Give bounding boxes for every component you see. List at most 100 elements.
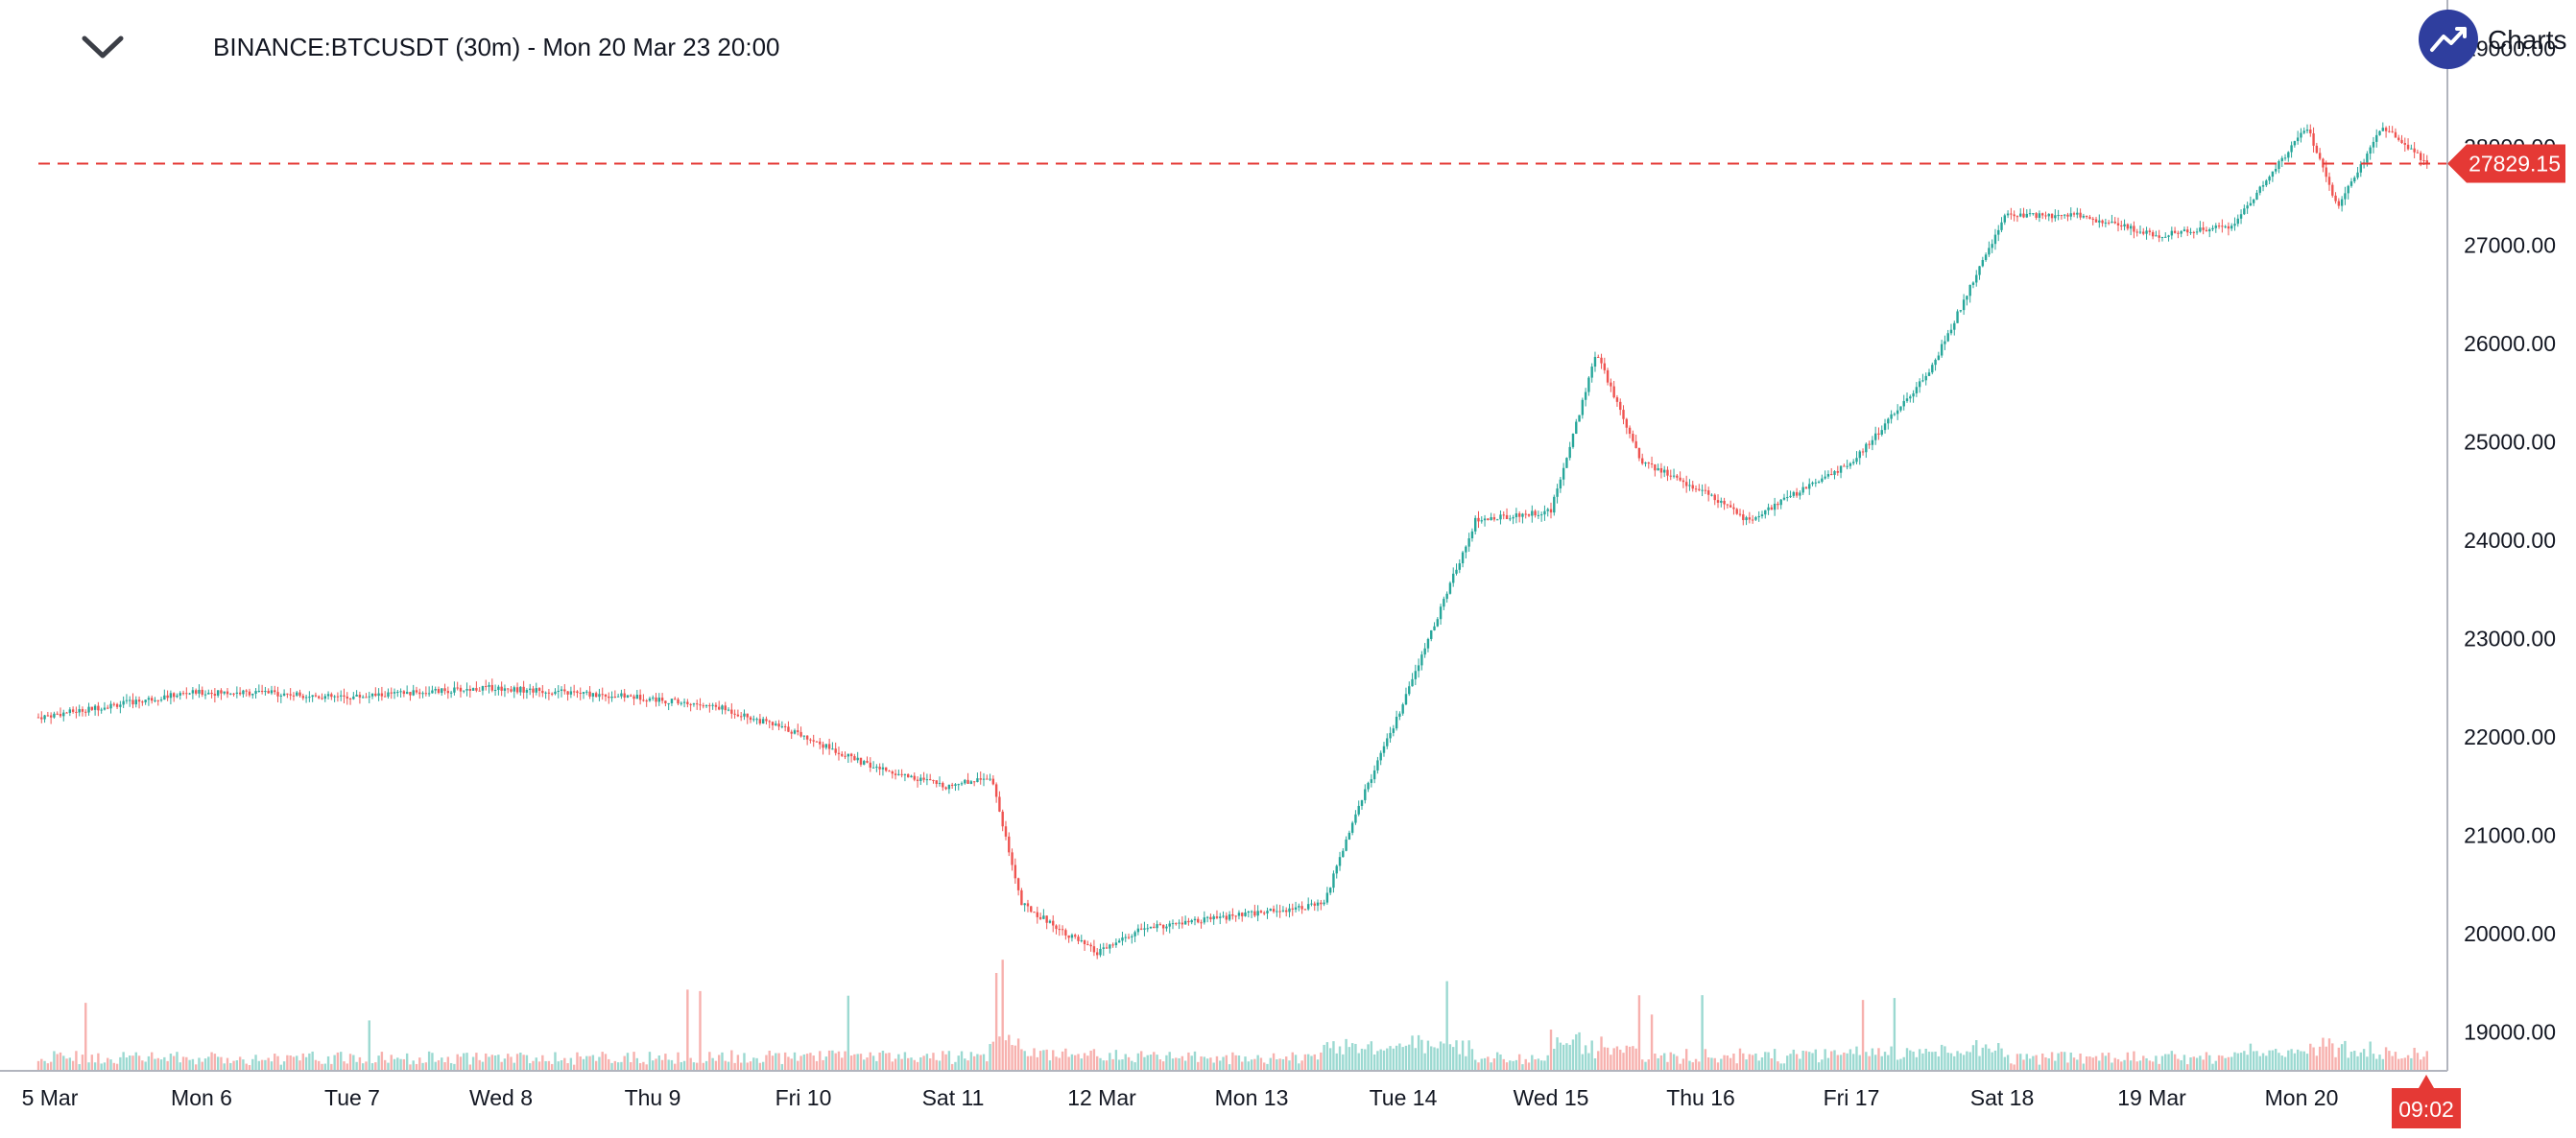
- volume-bar: [897, 1054, 900, 1071]
- volume-bar: [2344, 1040, 2347, 1071]
- volume-bar: [1291, 1052, 1294, 1071]
- candle-body: [616, 696, 620, 698]
- volume-bar: [724, 1060, 727, 1071]
- volume-bar: [2283, 1056, 2287, 1071]
- candle-body: [2243, 208, 2246, 215]
- candle-body: [2107, 222, 2111, 224]
- volume-bar: [515, 1054, 519, 1071]
- candle-body: [1092, 946, 1096, 953]
- volume-bar: [2309, 1043, 2312, 1071]
- candle-body: [2120, 225, 2123, 226]
- candle-body: [1404, 694, 1408, 705]
- candle-body: [1306, 904, 1310, 910]
- volume-bar: [109, 1059, 112, 1071]
- candle-body: [1716, 500, 1720, 503]
- volume-bar: [588, 1055, 591, 1071]
- candle-body: [1395, 716, 1398, 729]
- candle-body: [1993, 234, 1997, 245]
- candle-body: [2054, 215, 2057, 219]
- volume-bar: [1565, 1043, 1568, 1071]
- candle-body: [2381, 128, 2384, 131]
- volume-bar: [938, 1060, 942, 1071]
- candle-body: [2173, 230, 2177, 233]
- volume-bar: [323, 1063, 326, 1071]
- volume-bar: [125, 1057, 129, 1071]
- candle-body: [871, 767, 875, 769]
- candle-body: [481, 686, 485, 691]
- volume-bar: [749, 1061, 752, 1071]
- candle-body: [251, 693, 254, 696]
- candle-body: [1376, 760, 1379, 771]
- candle-body: [346, 696, 348, 699]
- candle-body: [950, 784, 954, 786]
- candle-body: [1694, 488, 1698, 490]
- volume-bar: [194, 1064, 198, 1071]
- candle-body: [2278, 160, 2280, 170]
- volume-bar: [2082, 1063, 2086, 1071]
- volume-bar: [399, 1058, 402, 1071]
- candle-body: [1178, 922, 1181, 924]
- volume-bar: [743, 1053, 746, 1071]
- volume-bar: [1804, 1051, 1808, 1071]
- volume-bar: [585, 1055, 588, 1071]
- candle-body: [989, 778, 991, 780]
- candle-body: [1300, 906, 1303, 910]
- volume-bar: [1294, 1055, 1298, 1071]
- candle-body: [103, 707, 107, 710]
- candle-body: [1546, 509, 1549, 511]
- chevron-down-icon[interactable]: [79, 29, 127, 67]
- candle-body: [2224, 225, 2227, 227]
- volume-bar: [1779, 1063, 1782, 1071]
- candle-body: [1247, 911, 1250, 913]
- candle-body: [1710, 494, 1713, 496]
- candle-body: [459, 687, 463, 692]
- volume-bar: [1909, 1050, 1912, 1071]
- volume-bar: [1713, 1057, 1716, 1071]
- time-tick-label: Thu 9: [625, 1085, 681, 1110]
- volume-bar: [1241, 1061, 1244, 1071]
- candle-body: [2217, 225, 2221, 227]
- candle-body: [405, 692, 409, 695]
- candle-body: [1575, 421, 1578, 434]
- candle-body: [1672, 475, 1676, 477]
- volume-bar: [1659, 1055, 1663, 1071]
- volume-bar: [1212, 1062, 1215, 1071]
- volume-bar: [1323, 1044, 1325, 1071]
- candle-body: [1161, 924, 1165, 929]
- candle-body: [1666, 469, 1669, 476]
- time-tick-label: Mon 13: [1215, 1085, 1289, 1110]
- volume-bar: [1089, 1050, 1092, 1071]
- volume-bar: [550, 1063, 554, 1071]
- volume-bar: [2164, 1054, 2167, 1071]
- candle-body: [393, 692, 396, 694]
- volume-bar: [226, 1057, 229, 1071]
- candle-body: [1861, 451, 1865, 453]
- volume-bar: [387, 1062, 390, 1071]
- candle-body: [424, 693, 428, 695]
- volume-bar: [368, 1020, 370, 1071]
- volume-bar: [758, 1062, 762, 1071]
- candle-body: [185, 693, 188, 695]
- volume-bar: [620, 1061, 623, 1071]
- candle-body: [513, 687, 515, 692]
- candle-body: [736, 714, 740, 717]
- candle-body: [169, 693, 173, 699]
- volume-bar: [1256, 1055, 1259, 1071]
- candle-body: [2397, 137, 2400, 140]
- candle-body: [1490, 517, 1492, 521]
- volume-bar: [1944, 1046, 1946, 1071]
- volume-bar: [1505, 1062, 1509, 1071]
- volume-bar: [2041, 1053, 2044, 1071]
- volume-bar: [847, 995, 850, 1071]
- volume-bar: [881, 1051, 885, 1071]
- volume-bar: [1008, 1034, 1011, 1071]
- volume-bar: [235, 1059, 239, 1071]
- candle-body: [815, 741, 819, 743]
- candle-body: [702, 705, 704, 707]
- candle-body: [254, 691, 257, 694]
- candle-body: [1509, 518, 1512, 520]
- candle-body: [849, 753, 853, 757]
- time-tick-label: Mon 20: [2265, 1085, 2339, 1110]
- volume-bar: [797, 1060, 799, 1071]
